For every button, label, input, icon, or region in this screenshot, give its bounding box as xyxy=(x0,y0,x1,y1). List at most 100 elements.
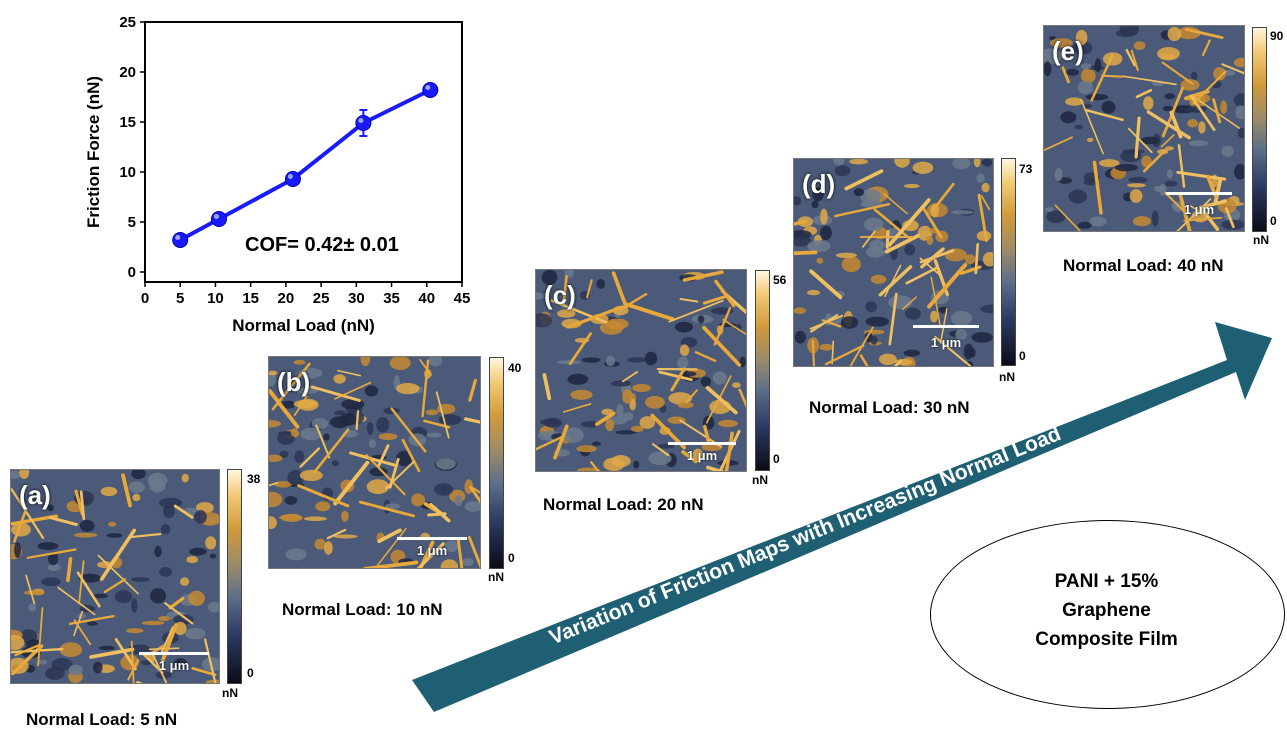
texture-fiber xyxy=(419,359,432,377)
texture-blob xyxy=(622,412,634,421)
texture-blob xyxy=(189,547,207,556)
texture-blob xyxy=(1187,119,1199,128)
texture-blob xyxy=(1077,81,1094,94)
texture-blob xyxy=(712,371,727,385)
texture-fiber xyxy=(66,557,73,583)
texture-fiber xyxy=(1221,63,1244,75)
texture-blob xyxy=(1126,183,1146,188)
y-tick-label: 0 xyxy=(128,264,136,281)
texture-blob xyxy=(188,590,205,606)
colorbar-max-e: 90 xyxy=(1270,29,1284,43)
y-tick-label: 15 xyxy=(119,114,136,131)
texture-fiber xyxy=(151,653,168,683)
friction-map-d: (d) 1 μm xyxy=(793,158,994,367)
texture-blob xyxy=(1167,26,1182,42)
texture-fiber xyxy=(334,381,372,400)
texture-blob xyxy=(794,330,806,344)
friction-chart: 0 5 10 15 20 25 30 35 40 45 0 5 10 15 20 25 Normal Load … xyxy=(84,14,470,335)
panel-label-d: (d) xyxy=(802,169,836,199)
texture-blob xyxy=(581,357,601,363)
texture-blob xyxy=(185,627,206,640)
texture-blob xyxy=(194,510,207,524)
data-point-highlight xyxy=(287,174,293,179)
texture-blob xyxy=(159,566,173,577)
texture-blob xyxy=(1068,189,1088,204)
texture-fiber xyxy=(844,169,884,191)
texture-fiber xyxy=(901,296,917,311)
texture-fiber xyxy=(679,298,699,303)
texture-blob xyxy=(1143,96,1154,111)
texture-blob xyxy=(425,409,439,416)
texture-blob xyxy=(314,538,326,550)
texture-blob xyxy=(1180,79,1200,91)
texture-blob xyxy=(865,301,877,313)
texture-blob xyxy=(1221,145,1234,157)
texture-blob xyxy=(1234,163,1244,180)
texture-blob xyxy=(592,441,601,446)
texture-fiber xyxy=(590,461,600,471)
texture-blob xyxy=(1119,26,1140,37)
sample-label-line-1: PANI + 15% xyxy=(1054,571,1159,592)
texture-blob xyxy=(315,501,331,512)
texture-blob xyxy=(645,395,665,409)
texture-blob xyxy=(849,159,868,165)
texture-fiber xyxy=(658,370,693,382)
texture-blob xyxy=(557,309,576,318)
texture-blob xyxy=(644,351,658,366)
texture-blob xyxy=(865,316,889,327)
texture-fiber xyxy=(927,262,968,309)
texture-blob xyxy=(692,448,703,462)
texture-fiber xyxy=(1201,39,1211,57)
texture-fiber xyxy=(337,369,361,377)
texture-blob xyxy=(1151,210,1159,227)
texture-fiber xyxy=(980,195,991,211)
texture-fiber xyxy=(97,554,139,595)
x-tick-label: 15 xyxy=(242,290,259,307)
x-tick-label: 35 xyxy=(383,290,400,307)
texture-blob xyxy=(281,400,296,409)
texture-blob xyxy=(1235,105,1244,120)
texture-blob xyxy=(132,493,141,502)
colorbar-b xyxy=(489,357,504,569)
colorbar-min-e: 0 xyxy=(1270,214,1277,228)
texture-fiber xyxy=(562,275,568,306)
texture-blob xyxy=(141,620,165,626)
texture-fiber xyxy=(1146,110,1191,140)
texture-fiber xyxy=(13,510,27,543)
texture-blob xyxy=(677,356,689,370)
texture-blob xyxy=(300,427,322,441)
texture-blob xyxy=(950,311,973,326)
texture-fiber xyxy=(74,489,84,516)
panel-label-a: (a) xyxy=(19,480,51,510)
texture-fiber xyxy=(681,450,698,464)
texture-blob xyxy=(1101,100,1116,114)
texture-blob xyxy=(100,486,118,497)
texture-blob xyxy=(1191,71,1198,81)
texture-blob xyxy=(536,292,545,300)
panel-label-c: (c) xyxy=(544,280,576,310)
scale-bar-b xyxy=(397,537,467,540)
texture-blob xyxy=(633,460,640,469)
texture-fiber xyxy=(1224,207,1235,229)
texture-blob xyxy=(293,359,306,365)
texture-fiber xyxy=(694,350,717,363)
caption-c: Normal Load: 20 nN xyxy=(543,495,704,514)
texture-blob xyxy=(904,243,916,256)
texture-blob xyxy=(631,425,644,432)
texture-fiber xyxy=(550,299,608,324)
texture-blob xyxy=(1233,57,1244,68)
texture-blob xyxy=(389,357,411,371)
texture-fiber xyxy=(326,528,347,540)
texture-blob xyxy=(294,450,305,463)
texture-blob xyxy=(1213,67,1226,81)
texture-blob xyxy=(98,645,115,651)
texture-fiber xyxy=(595,411,616,427)
texture-fiber xyxy=(536,435,565,451)
texture-blob xyxy=(819,343,834,351)
texture-blob xyxy=(812,187,824,202)
texture-blob xyxy=(605,355,616,367)
texture-fiber xyxy=(1161,61,1194,85)
texture-fiber xyxy=(37,607,44,667)
texture-fiber xyxy=(1085,108,1124,122)
texture-blob xyxy=(287,469,305,486)
